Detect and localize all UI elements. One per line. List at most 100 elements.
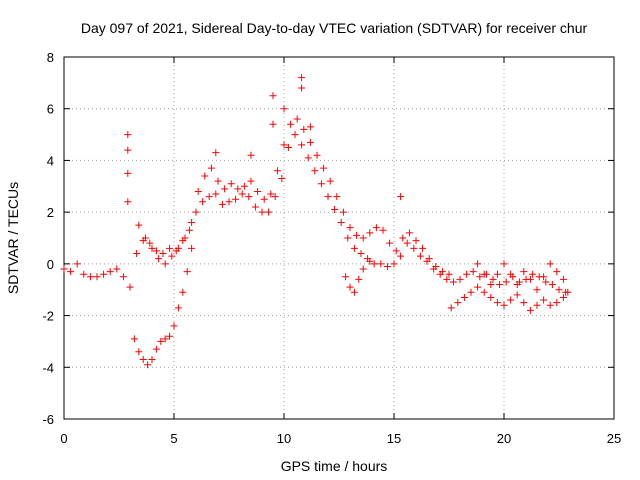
data-point: [390, 260, 398, 268]
data-point: [476, 273, 484, 281]
series-lower-branch: [130, 244, 196, 369]
data-point: [460, 293, 468, 301]
data-point: [445, 270, 453, 278]
data-point: [355, 275, 363, 283]
data-point: [188, 244, 196, 252]
data-point: [159, 250, 167, 258]
data-point: [133, 250, 141, 258]
data-point: [207, 164, 215, 172]
x-tick-label: 0: [60, 431, 67, 446]
axis-ticks: 0 5 10 15 20 25 -6 -4 -2 0 2 4 6 8: [42, 50, 621, 446]
data-point: [157, 337, 165, 345]
series-main-trace: [60, 131, 570, 296]
data-point: [100, 270, 108, 278]
y-tick-label: -4: [42, 360, 54, 375]
data-point: [449, 278, 457, 286]
data-point: [240, 182, 248, 190]
data-point: [144, 361, 152, 369]
data-point: [474, 283, 482, 291]
data-point: [350, 288, 358, 296]
data-point: [493, 270, 501, 278]
data-point: [496, 281, 504, 289]
data-point: [370, 260, 378, 268]
data-point: [265, 208, 273, 216]
data-point: [520, 268, 528, 276]
data-point: [161, 335, 169, 343]
data-point: [500, 301, 508, 309]
data-point: [93, 273, 101, 281]
x-tick-label: 25: [607, 431, 621, 446]
data-point: [317, 180, 325, 188]
data-point: [67, 268, 75, 276]
data-point: [212, 190, 220, 198]
data-point: [425, 255, 433, 263]
y-tick-label: -6: [42, 412, 54, 427]
series-secondary-lower-branch: [342, 257, 572, 314]
series-upper-branch: [135, 115, 453, 278]
x-tick-label: 15: [387, 431, 401, 446]
grid: [64, 57, 614, 419]
data-point: [247, 151, 255, 159]
data-point: [403, 239, 411, 247]
x-tick-label: 5: [170, 431, 177, 446]
data-point: [254, 187, 262, 195]
data-point: [284, 144, 292, 151]
data-point: [454, 299, 462, 307]
data-point: [540, 296, 548, 304]
data-point: [179, 288, 187, 296]
data-point: [148, 356, 156, 364]
data-point: [359, 234, 367, 242]
data-point: [298, 74, 306, 82]
data-point: [344, 234, 352, 242]
data-point: [258, 208, 266, 216]
data-point: [135, 348, 143, 356]
data-point: [564, 288, 572, 296]
data-point: [359, 265, 367, 273]
data-point: [298, 84, 306, 92]
data-point: [559, 275, 567, 283]
data-point: [533, 286, 541, 294]
data-point: [559, 293, 567, 301]
data-point: [493, 299, 501, 307]
data-point: [183, 268, 191, 276]
data-point: [221, 185, 229, 193]
data-point: [526, 306, 534, 314]
data-point: [337, 218, 345, 226]
data-point: [218, 200, 226, 208]
data-point: [280, 141, 288, 149]
data-point: [489, 275, 497, 283]
y-tick-label: -2: [42, 309, 54, 324]
data-point: [392, 247, 400, 255]
data-point: [456, 275, 464, 283]
data-point: [507, 270, 515, 278]
series-outliers: [124, 74, 405, 206]
data-point: [124, 131, 132, 139]
data-point: [313, 151, 321, 159]
data-point: [192, 208, 200, 216]
data-point: [199, 198, 207, 206]
data-point: [185, 226, 193, 234]
data-point: [60, 265, 68, 273]
data-point: [155, 255, 163, 263]
data-point: [526, 275, 534, 283]
data-point: [405, 229, 413, 237]
data-point: [357, 250, 365, 258]
y-tick-label: 0: [47, 257, 54, 272]
data-point: [331, 206, 339, 214]
data-point: [513, 281, 521, 289]
data-point: [304, 154, 312, 162]
data-point: [353, 231, 361, 239]
data-point: [548, 281, 556, 289]
series-late-oscillation-branch: [474, 260, 567, 294]
data-point: [260, 195, 268, 203]
data-point: [542, 278, 550, 286]
data-point: [480, 270, 488, 278]
data-point: [287, 120, 295, 128]
data-point: [474, 260, 482, 268]
data-point: [487, 293, 495, 301]
data-point: [135, 221, 143, 229]
data-point: [194, 187, 202, 195]
data-point: [166, 244, 174, 252]
data-point: [291, 131, 299, 139]
data-point: [152, 247, 160, 255]
